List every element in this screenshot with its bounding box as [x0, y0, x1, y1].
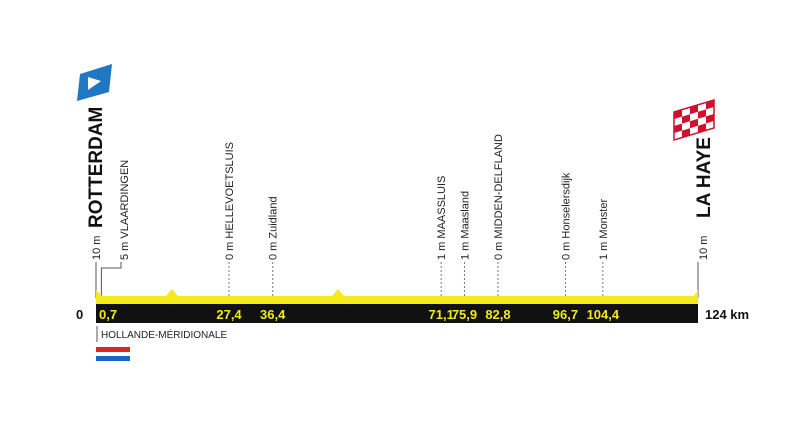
waypoint-km-label: 27,4 — [216, 307, 242, 322]
checkered-flag-icon — [673, 98, 715, 142]
distance-band — [96, 304, 698, 323]
checkered-flag-square — [674, 123, 682, 133]
elevation-profile — [96, 289, 698, 304]
checkered-flag-square — [690, 104, 698, 115]
waypoint-altitude: 0 m — [493, 242, 505, 260]
checkered-flag-square — [706, 100, 714, 110]
waypoint-label: 0 m MIDDEN-DELFLAND — [493, 134, 505, 260]
waypoint-connector — [100, 262, 122, 298]
waypoint-name: MAASSLUIS — [436, 176, 448, 242]
waypoint-altitude: 0 m — [224, 242, 236, 260]
start-city-label: ROTTERDAM — [86, 107, 107, 228]
checkered-flag-square — [698, 109, 706, 119]
waypoint-name: HELLEVOETSLUIS — [224, 142, 236, 242]
axis-start-label: 0 — [76, 307, 83, 322]
waypoint-label: 1 m MAASSLUIS — [436, 176, 448, 260]
start-flag-icon — [77, 64, 112, 101]
km-label-layer: 0,7 27,4 36,4 71,175,9 82,8 96,7 104,4 — [99, 307, 620, 322]
waypoint-km-label: 82,8 — [485, 307, 510, 322]
region-flag-icon — [96, 347, 130, 361]
finish-altitude-label: 10 m — [698, 236, 710, 260]
waypoint-km-label: 36,4 — [260, 307, 286, 322]
waypoint-name: Zuidland — [268, 196, 280, 241]
waypoint-name: Honselersdijk — [560, 172, 572, 242]
waypoint-name: VLAARDINGEN — [119, 160, 131, 242]
waypoint-name: Maasland — [459, 191, 471, 242]
waypoint-label: 5 m VLAARDINGEN — [119, 160, 131, 260]
waypoint-label: 0 m Zuidland — [268, 196, 280, 260]
waypoint-km-label: 75,9 — [452, 307, 477, 322]
waypoint-altitude: 1 m — [459, 242, 471, 260]
waypoint-label: 0 m HELLEVOETSLUIS — [224, 142, 236, 260]
waypoint-km-label: 0,7 — [99, 307, 117, 322]
waypoint-altitude: 5 m — [119, 242, 131, 260]
waypoint-altitude: 1 m — [436, 242, 448, 260]
checkered-flag-square — [682, 114, 690, 124]
waypoint-km-label: 71,1 — [429, 307, 454, 322]
checkered-flag-square — [690, 118, 698, 129]
checkered-flag-square — [698, 123, 706, 133]
waypoint-name: MIDDEN-DELFLAND — [493, 134, 505, 242]
checkered-flag-square — [674, 109, 682, 119]
finish-city-label: LA HAYE — [694, 137, 715, 218]
waypoint-label: 1 m Monster — [598, 199, 610, 260]
checkered-flag-square — [682, 128, 690, 138]
waypoint-altitude: 0 m — [560, 242, 572, 260]
axis-end-label: 124 km — [705, 307, 749, 322]
waypoint-label: 0 m Honselersdijk — [560, 172, 572, 260]
waypoint-name: Monster — [598, 199, 610, 242]
waypoint-km-label: 96,7 — [553, 307, 578, 322]
region-name: HOLLANDE-MÉRIDIONALE — [101, 328, 227, 341]
waypoint-label: 1 m Maasland — [459, 191, 471, 260]
checkered-flag-square — [706, 114, 714, 124]
waypoint-km-label: 104,4 — [587, 307, 620, 322]
start-altitude-label: 10 m — [91, 236, 103, 260]
waypoint-altitude: 0 m — [268, 242, 280, 260]
waypoint-altitude: 1 m — [598, 242, 610, 260]
